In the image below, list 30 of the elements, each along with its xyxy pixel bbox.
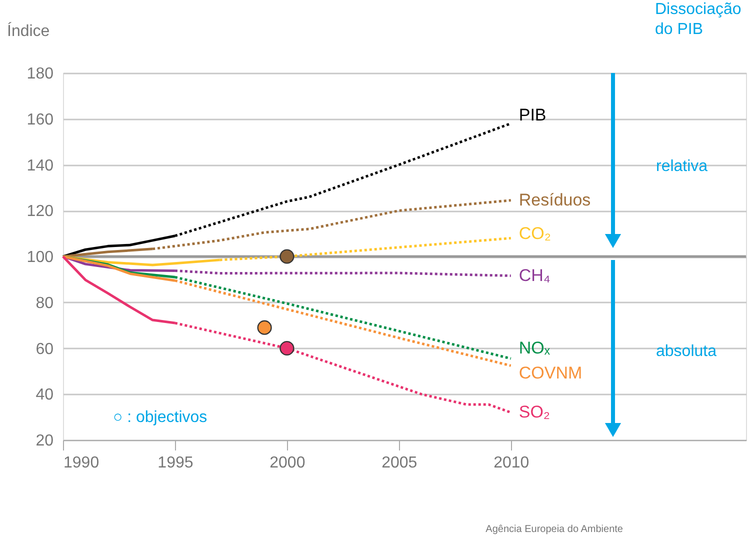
series-label: PIB: [518, 105, 546, 124]
point: [257, 320, 272, 335]
series-label: CH₄: [518, 266, 550, 285]
annotation: relativa: [656, 158, 708, 175]
series-label: COVNM: [518, 364, 582, 383]
x-tick-label: 1990: [64, 454, 100, 472]
y-tick-label: 20: [36, 432, 54, 450]
y-tick-label: 160: [26, 111, 54, 128]
y-tick-label: 100: [26, 249, 54, 266]
y-tick-label: 180: [26, 66, 54, 82]
y-tick-label: 60: [36, 340, 54, 358]
x-tick-label: 2005: [382, 454, 418, 472]
y-tick-label: 120: [26, 203, 54, 220]
y-tick-label: 140: [26, 157, 54, 174]
y-axis-title: Índice: [7, 22, 50, 40]
series-label: NOₓ: [518, 338, 550, 358]
point: [280, 249, 294, 264]
series-label: SO₂: [518, 402, 550, 422]
series-label: Resíduos: [518, 190, 591, 210]
text: Agência Europeia do Ambiente: [486, 524, 624, 535]
y-tick-label: 80: [36, 294, 54, 312]
annotation: ○ : objectivos: [113, 409, 208, 426]
x-tick-label: 2000: [270, 454, 306, 472]
text: Dissociação do PIB: [655, 1, 742, 38]
x-tick-label: 2010: [494, 454, 530, 472]
x-tick-label: 1995: [158, 454, 194, 472]
point: [280, 340, 294, 356]
y-tick-label: 40: [36, 386, 54, 404]
annotation: absoluta: [656, 343, 717, 360]
series-label: CO₂: [518, 224, 551, 244]
